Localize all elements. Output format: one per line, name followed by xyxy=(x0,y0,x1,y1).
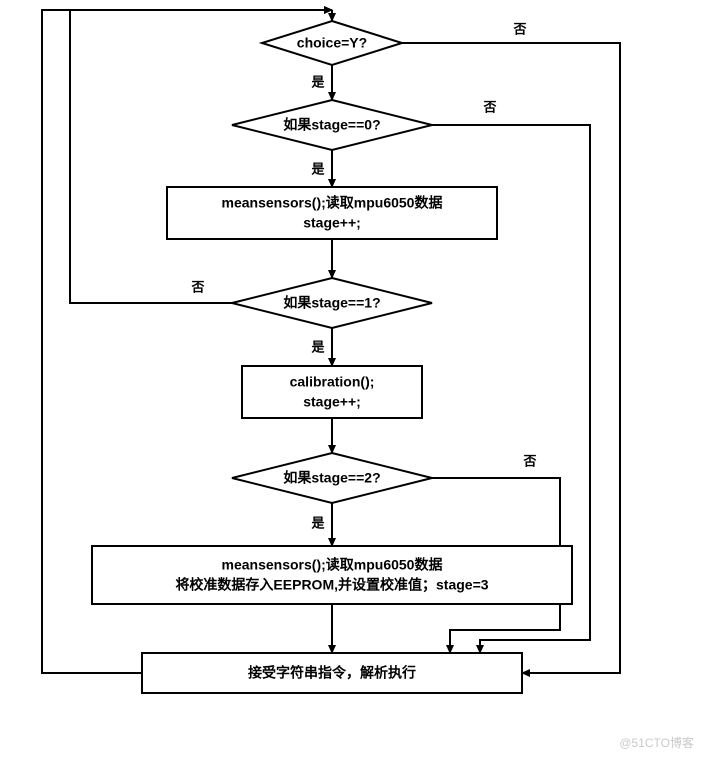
svg-text:如果stage==1?: 如果stage==1? xyxy=(283,295,380,311)
svg-text:stage++;: stage++; xyxy=(303,215,361,231)
edge-label: 否 xyxy=(522,453,536,468)
node-p4: 接受字符串指令，解析执行 xyxy=(142,653,522,693)
edge xyxy=(70,10,332,303)
svg-text:meansensors();读取mpu6050数据: meansensors();读取mpu6050数据 xyxy=(222,195,443,211)
svg-text:stage++;: stage++; xyxy=(303,394,361,410)
edge-label: 是 xyxy=(310,339,325,354)
svg-text:meansensors();读取mpu6050数据: meansensors();读取mpu6050数据 xyxy=(222,557,443,573)
svg-text:如果stage==2?: 如果stage==2? xyxy=(283,470,380,486)
node-d3: 如果stage==1? xyxy=(232,278,432,328)
node-p2: calibration(); stage++; xyxy=(242,366,422,418)
svg-text:如果stage==0?: 如果stage==0? xyxy=(283,117,380,133)
node-d1: choice=Y? xyxy=(262,21,402,65)
svg-text:calibration();: calibration(); xyxy=(290,374,375,390)
svg-text:接受字符串指令，解析执行: 接受字符串指令，解析执行 xyxy=(248,665,416,681)
edge-label: 是 xyxy=(310,74,325,89)
node-d4: 如果stage==2? xyxy=(232,453,432,503)
svg-text:choice=Y?: choice=Y? xyxy=(297,35,367,51)
edge-label: 是 xyxy=(310,161,325,176)
node-d2: 如果stage==0? xyxy=(232,100,432,150)
edge-label: 否 xyxy=(190,279,204,294)
edge-label: 否 xyxy=(512,21,526,36)
edge-label: 是 xyxy=(310,515,325,530)
flowchart-canvas: choice=Y? 如果stage==0? meansensors();读取mpu6… xyxy=(0,0,704,757)
node-p1: meansensors();读取mpu6050数据 stage++; xyxy=(167,187,497,239)
svg-text:将校准数据存入EEPROM,并设置校准值；stage=3: 将校准数据存入EEPROM,并设置校准值；stage=3 xyxy=(175,577,488,594)
watermark: @51CTO博客 xyxy=(619,734,694,751)
node-p3: meansensors();读取mpu6050数据将校准数据存入EEPROM,并… xyxy=(92,546,572,604)
edge-label: 否 xyxy=(482,99,496,114)
